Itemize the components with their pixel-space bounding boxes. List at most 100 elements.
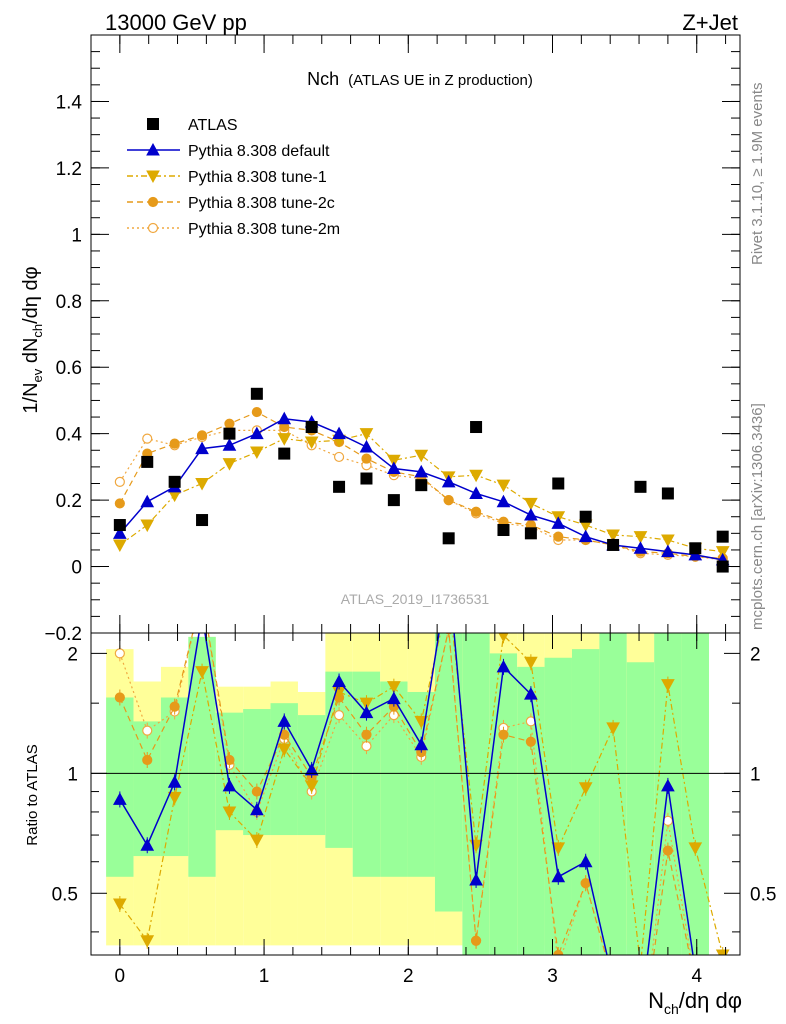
ratio-y-axis-label: Ratio to ATLAS [24, 744, 41, 845]
y-axis-label-part-2: ev [30, 368, 45, 382]
atlas-point [113, 519, 126, 532]
series-2-point [606, 529, 620, 543]
series-1-point [688, 547, 703, 561]
ratio-point [250, 834, 264, 848]
ratio-plot-frame [90, 632, 741, 956]
x-tick-label: 1 [259, 966, 270, 987]
ratio-point [140, 935, 155, 948]
series-2-point [277, 433, 292, 446]
ratio-point [498, 729, 509, 740]
ratio-line-1 [119, 633, 724, 955]
x-axis-label-sub: ch [664, 1001, 679, 1017]
y-axis-label-part-1: 1/N [20, 382, 42, 413]
side-text-top: Rivet 3.1.10, ≥ 1.9M events [749, 83, 766, 266]
series-2-point [140, 519, 155, 533]
series-2-point [414, 449, 429, 463]
x-tick-label: 3 [547, 966, 558, 987]
ratio-point [304, 762, 319, 776]
ratio-tick-label-right: 2 [750, 644, 761, 665]
series-2-point [469, 469, 483, 483]
series-1-point [633, 541, 648, 554]
ratio-point [142, 725, 153, 736]
ratio-point [361, 741, 372, 752]
series-1-point [277, 411, 292, 425]
ratio-point [661, 679, 675, 692]
atlas-point [223, 427, 236, 440]
ratio-tick-label-right: 1 [750, 764, 761, 785]
ratio-band-green [462, 633, 490, 955]
legend-marker-atlas [147, 118, 159, 130]
series-4-point [333, 451, 345, 463]
legend-label: Pythia 8.308 tune-1 [188, 169, 327, 186]
atlas-point [607, 538, 620, 551]
ratio-point [167, 775, 182, 788]
chart-title: Nch (ATLAS UE in Z production) [307, 69, 533, 89]
y-tick-label: 1.4 [56, 92, 83, 113]
header-left: 13000 GeV pp [105, 10, 247, 35]
atlas-point [333, 480, 346, 493]
side-text-bottom: mcplots.cern.ch [arXiv:1306.3436] [749, 403, 766, 630]
ratio-point [524, 687, 538, 700]
legend-marker [147, 222, 159, 234]
ratio-band-green [133, 721, 161, 857]
atlas-point [716, 530, 729, 543]
atlas-point [634, 480, 647, 493]
ratio-tick-label-left: 0.5 [52, 884, 78, 905]
ratio-point [661, 778, 675, 792]
series-2-point [715, 546, 730, 559]
ratio-point [140, 838, 155, 851]
ratio-band-green [626, 662, 655, 955]
legend-marker [146, 170, 160, 184]
ratio-point [609, 977, 618, 986]
ratio-point [498, 633, 509, 643]
series-1-point [195, 441, 209, 455]
ratio-point [634, 960, 646, 971]
series-3-point [361, 453, 372, 464]
ratio-band-green [517, 666, 545, 955]
ratio-point [551, 842, 566, 855]
chart-title-main: Nch [307, 69, 339, 89]
ratio-data-layer [113, 566, 730, 987]
legend-label: ATLAS [188, 117, 238, 134]
x-axis-label-main: N [648, 988, 664, 1013]
atlas-point [305, 421, 318, 434]
series-2-point [496, 479, 511, 493]
series-2-point [359, 428, 374, 441]
ratio-point [688, 842, 703, 855]
ratio-point [443, 566, 455, 577]
series-4-point [114, 476, 125, 487]
main-data-layer [113, 387, 730, 573]
ratio-point [113, 898, 127, 912]
ratio-point [414, 737, 429, 751]
series-1-point [140, 494, 155, 508]
ratio-point [551, 869, 566, 883]
ratio-point [607, 976, 619, 987]
series-1-point [661, 544, 675, 558]
ratio-point [250, 802, 264, 816]
y-tick-label: 1.2 [56, 159, 82, 180]
series-2-point [113, 539, 127, 553]
atlas-point [250, 387, 263, 400]
series-1-point [332, 426, 346, 440]
y-tick-label: −0.2 [44, 624, 82, 645]
ratio-point [359, 705, 374, 719]
atlas-point [661, 487, 674, 500]
ratio-point [114, 648, 125, 659]
series-1-point [250, 426, 264, 440]
series-1-point [414, 464, 429, 478]
atlas-point [689, 542, 702, 555]
analysis-watermark: ATLAS_2019_I1736531 [341, 591, 490, 607]
ratio-point [169, 701, 180, 712]
series-3-point [251, 406, 262, 418]
legend-label: Pythia 8.308 tune-2c [188, 195, 335, 212]
series-3-point [169, 438, 180, 449]
ratio-point [222, 778, 237, 792]
ratio-point [609, 977, 618, 986]
atlas-point [360, 472, 373, 485]
atlas-point [196, 514, 209, 527]
series-3-point [443, 495, 454, 506]
ratio-band-green [106, 697, 134, 877]
ratio-point [578, 782, 593, 795]
atlas-point [141, 455, 154, 468]
